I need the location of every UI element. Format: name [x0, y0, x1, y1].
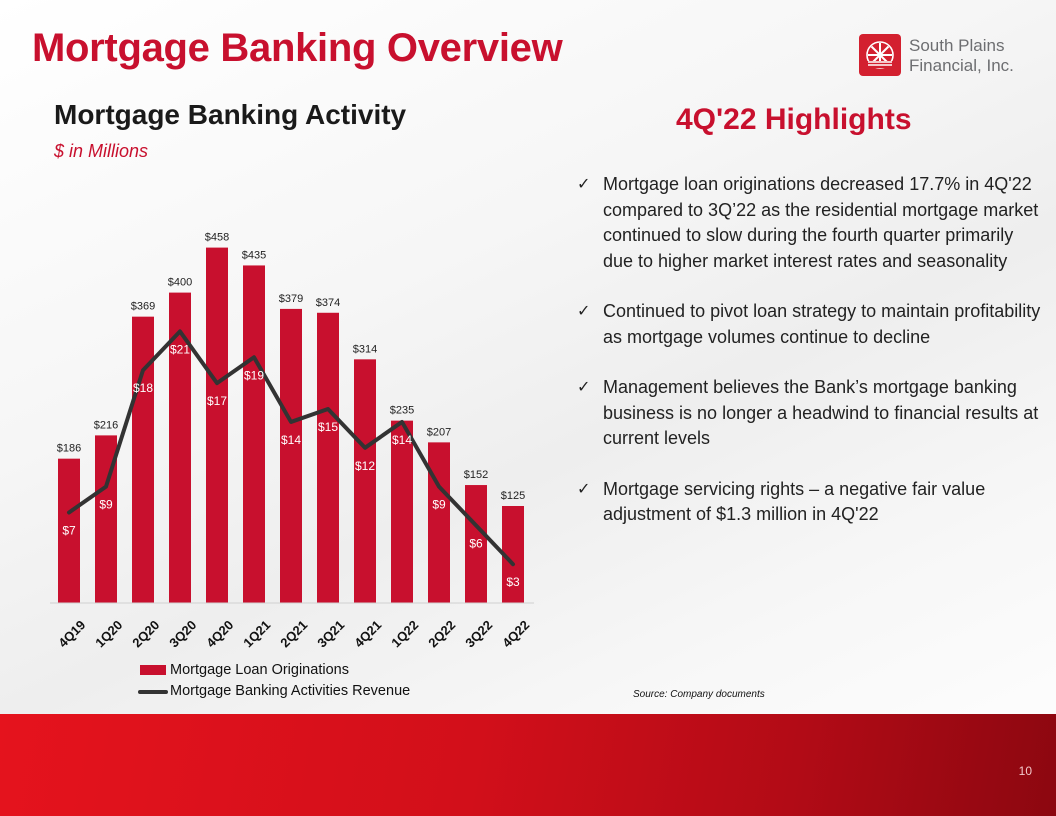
mortgage-activity-chart: $186 $216 $369 $400 $458 $435 $379 $374 $314 $235…	[50, 232, 534, 650]
bar-2Q22	[428, 442, 450, 603]
legend-swatch-line	[138, 690, 168, 694]
highlight-item: ✓ Continued to pivot loan strategy to mai…	[575, 299, 1041, 350]
bar-4Q22	[502, 506, 524, 603]
legend-label-revenue: Mortgage Banking Activities Revenue	[170, 683, 411, 699]
legend-item-originations: Mortgage Loan Originations	[138, 660, 410, 681]
logo-wordmark: South Plains Financial, Inc.	[909, 36, 1014, 76]
bar-value-label: $152	[464, 469, 488, 481]
revenue-value-label: $15	[318, 420, 338, 434]
footer-band	[0, 714, 1056, 816]
bar-value-label: $369	[131, 301, 155, 313]
x-tick-label: 1Q22	[388, 617, 421, 650]
highlights-title: 4Q'22 Highlights	[676, 103, 912, 136]
legend-swatch-bar	[140, 665, 166, 675]
revenue-value-label: $9	[432, 498, 446, 512]
bar-4Q20	[206, 247, 228, 604]
bar-value-label: $400	[168, 277, 192, 289]
checkmark-icon: ✓	[577, 480, 591, 498]
bar-value-label: $379	[279, 293, 303, 305]
chart-legend: Mortgage Loan Originations Mortgage Bank…	[138, 660, 410, 702]
bar-4Q19	[58, 458, 80, 603]
bar-1Q21	[243, 265, 265, 603]
bar-1Q20	[95, 435, 117, 603]
bar-2Q21	[280, 308, 302, 603]
revenue-line	[67, 329, 515, 567]
x-tick-label: 2Q20	[129, 617, 162, 650]
revenue-value-label: $9	[99, 498, 113, 512]
bar-3Q21	[317, 312, 339, 603]
bar-value-label: $125	[501, 490, 525, 502]
revenue-value-label: $14	[281, 433, 301, 447]
logo-line-2: Financial, Inc.	[909, 56, 1014, 75]
checkmark-icon: ✓	[577, 303, 591, 320]
x-tick-label: 4Q19	[55, 617, 88, 650]
highlight-text: Mortgage servicing rights – a negative f…	[603, 478, 986, 525]
highlight-text: Management believes the Bank’s mortgage …	[603, 377, 1039, 448]
bar-4Q21	[354, 359, 376, 603]
slide-title: Mortgage Banking Overview	[32, 26, 563, 70]
revenue-value-label: $6	[469, 536, 483, 550]
x-tick-label: 1Q20	[92, 617, 125, 650]
x-tick-label: 4Q21	[351, 617, 384, 650]
highlights-list: ✓ Mortgage loan originations decreased 17…	[575, 172, 1041, 553]
x-tick-label: 4Q20	[203, 617, 236, 650]
revenue-value-label: $18	[133, 381, 153, 395]
bar-value-label: $207	[427, 426, 451, 438]
bar-value-label: $216	[94, 419, 118, 431]
bar-value-label: $186	[57, 443, 81, 455]
highlight-item: ✓ Mortgage loan originations decreased 17…	[575, 172, 1041, 274]
legend-label-originations: Mortgage Loan Originations	[170, 662, 349, 678]
page-number: 10	[1018, 764, 1032, 778]
x-tick-label: 2Q22	[425, 617, 458, 650]
sunburst-emblem-icon	[859, 34, 901, 76]
highlight-text: Continued to pivot loan strategy to main…	[603, 301, 1041, 347]
highlight-text: Mortgage loan originations decreased 17.…	[603, 174, 1039, 271]
highlight-item: ✓ Management believes the Bank’s mortgage…	[575, 375, 1041, 452]
bar-value-label: $235	[390, 405, 414, 417]
revenue-value-label: $21	[170, 342, 190, 356]
bar-value-label: $314	[353, 343, 377, 355]
chart-title: Mortgage Banking Activity	[54, 99, 407, 130]
chart-subtitle: $ in Millions	[54, 141, 149, 161]
checkmark-icon: ✓	[577, 379, 591, 396]
revenue-value-label: $3	[506, 575, 520, 589]
highlight-item: ✓ Mortgage servicing rights – a negative …	[575, 477, 1041, 528]
x-tick-label: 3Q20	[166, 617, 199, 650]
logo-line-1: South Plains	[909, 36, 1005, 55]
x-tick-label: 3Q21	[314, 617, 347, 650]
source-note: Source: Company documents	[633, 689, 765, 700]
x-tick-label: 4Q22	[499, 617, 532, 650]
x-tick-label: 1Q21	[240, 617, 273, 650]
bar-value-label: $435	[242, 249, 266, 261]
legend-item-revenue: Mortgage Banking Activities Revenue	[138, 681, 410, 702]
x-tick-label: 3Q22	[462, 617, 495, 650]
bar-3Q20	[169, 292, 191, 603]
bar-value-label: $374	[316, 297, 340, 309]
revenue-value-label: $14	[392, 433, 412, 447]
bar-3Q22	[465, 485, 487, 603]
revenue-value-label: $19	[244, 368, 264, 382]
revenue-value-label: $12	[355, 459, 375, 473]
revenue-value-label: $17	[207, 394, 227, 408]
revenue-value-label: $7	[62, 523, 76, 537]
company-logo: South Plains Financial, Inc.	[859, 34, 1039, 80]
checkmark-icon: ✓	[577, 176, 591, 193]
bar-value-label: $458	[205, 232, 229, 244]
bar-1Q22	[391, 420, 413, 603]
x-tick-label: 2Q21	[277, 617, 310, 650]
